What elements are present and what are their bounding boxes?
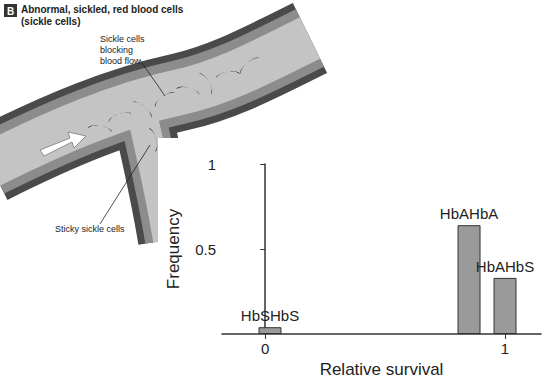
svg-text:HbSHbS: HbSHbS	[241, 307, 299, 324]
svg-text:Sticky sickle cells: Sticky sickle cells	[55, 224, 125, 234]
svg-text:(sickle cells): (sickle cells)	[21, 16, 80, 27]
svg-text:0.5: 0.5	[195, 241, 216, 258]
svg-text:HbAHbS: HbAHbS	[476, 258, 534, 275]
svg-text:Relative survival: Relative survival	[320, 360, 444, 379]
svg-text:blood flow: blood flow	[100, 56, 141, 66]
svg-text:B: B	[7, 6, 14, 17]
svg-text:Abnormal, sickled, red blood c: Abnormal, sickled, red blood cells	[21, 4, 184, 15]
svg-text:1: 1	[208, 156, 216, 173]
svg-text:Frequency: Frequency	[164, 208, 183, 289]
svg-text:0: 0	[261, 340, 269, 357]
svg-text:1: 1	[501, 340, 509, 357]
svg-text:blocking: blocking	[100, 45, 133, 55]
svg-text:Sickle cells: Sickle cells	[100, 34, 145, 44]
svg-text:HbAHbA: HbAHbA	[440, 205, 498, 222]
